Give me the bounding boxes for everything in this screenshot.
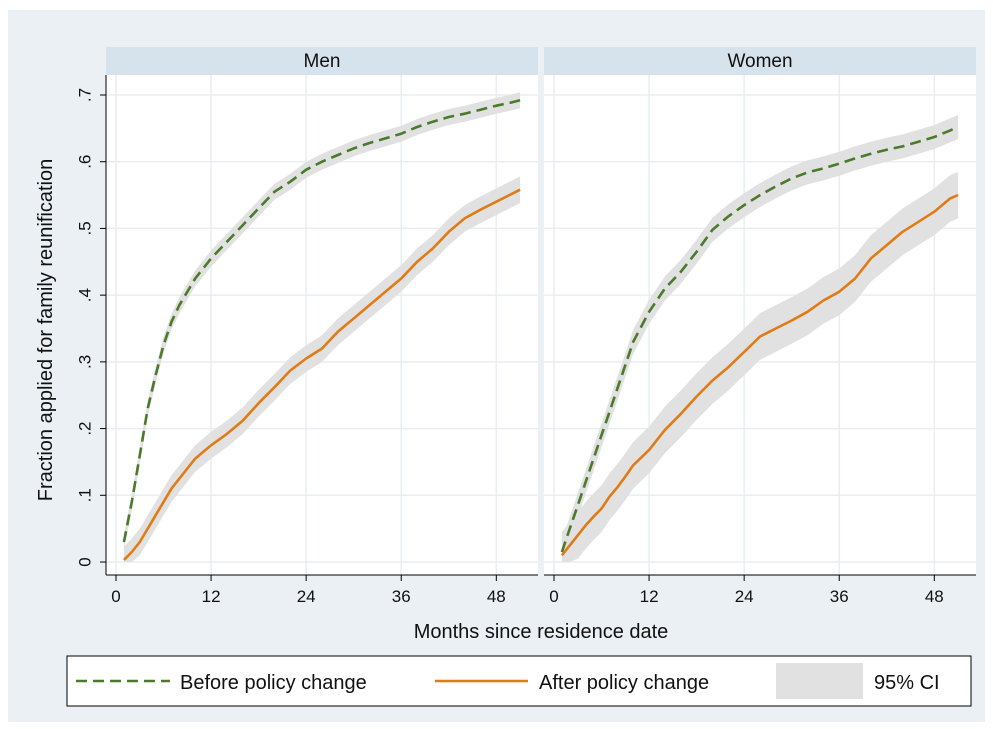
y-axis-title: Fraction applied for family reunificatio…	[35, 159, 57, 501]
y-tick-label: .2	[75, 421, 94, 435]
y-tick-label: .3	[75, 355, 94, 369]
y-tick-label: .7	[75, 88, 94, 102]
ci-band	[561, 171, 959, 562]
x-tick-label: 12	[640, 587, 659, 606]
panel-women: Women 0 12 24 36 48	[544, 47, 976, 606]
y-tick-label: .6	[75, 155, 94, 169]
panel-header	[106, 47, 538, 75]
series-line-after	[122, 188, 521, 561]
legend-swatch-ci	[776, 663, 863, 699]
panel-title: Women	[727, 51, 792, 72]
y-tick-label: .4	[75, 288, 94, 302]
panel-men: Men 0 12 24 36 48 0 .1 .2 .3 .4 .5 .6 .7	[75, 47, 538, 606]
legend-label-after: After policy change	[539, 672, 709, 694]
series-line-after	[560, 193, 959, 557]
x-tick-label: 0	[111, 587, 120, 606]
ci-band	[123, 176, 521, 562]
legend-label-before: Before policy change	[180, 672, 367, 694]
series-line-before	[560, 125, 959, 553]
x-tick-label: 0	[549, 587, 558, 606]
x-tick-label: 36	[830, 587, 849, 606]
legend-label-ci: 95% CI	[874, 672, 940, 694]
x-tick-label: 12	[202, 587, 221, 606]
y-tick-label: 0	[75, 557, 94, 566]
ci-band	[561, 115, 959, 562]
y-tick-label: .5	[75, 221, 94, 235]
panel-header	[544, 47, 976, 75]
x-tick-label: 24	[735, 587, 754, 606]
y-tick-label: .1	[75, 488, 94, 502]
panel-title: Men	[304, 51, 341, 72]
x-tick-label: 24	[297, 587, 316, 606]
x-tick-label: 48	[925, 587, 944, 606]
x-axis-title: Months since residence date	[414, 621, 669, 643]
x-tick-label: 48	[487, 587, 506, 606]
x-tick-label: 36	[392, 587, 411, 606]
legend: Before policy change After policy change 9…	[66, 655, 972, 707]
series-line-before	[122, 99, 521, 543]
